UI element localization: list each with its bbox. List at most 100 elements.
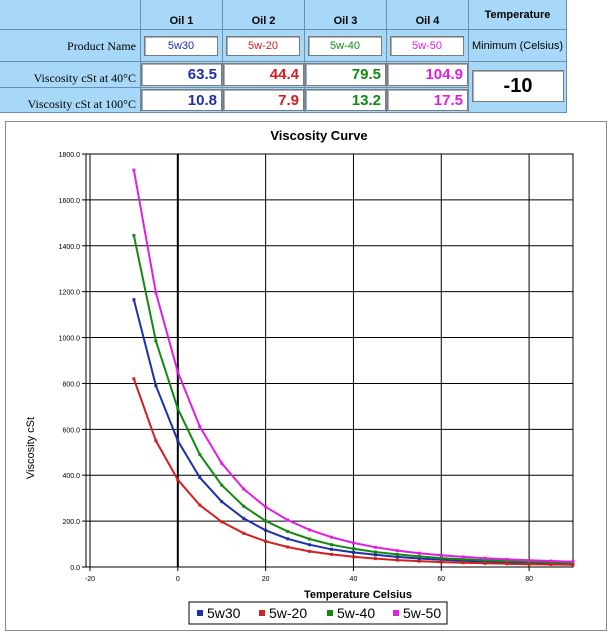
data-point-5w-50 xyxy=(505,557,509,561)
header-oil-1: Oil 1 xyxy=(141,0,223,30)
viscosity-40-input-1[interactable]: 63.5 xyxy=(141,63,222,86)
chart-legend: 5w30 5w-20 5w-40 5w-50 xyxy=(188,601,448,625)
data-point-5w-20 xyxy=(176,478,180,482)
data-point-5w30 xyxy=(286,537,290,541)
data-point-5w-20 xyxy=(286,545,290,549)
data-point-5w30 xyxy=(417,557,421,561)
y-tick-label: 1600.0 xyxy=(59,198,81,205)
data-point-5w-50 xyxy=(198,425,202,429)
data-point-5w-50 xyxy=(154,291,158,295)
data-point-5w-50 xyxy=(571,560,575,564)
x-tick-label: 0 xyxy=(176,576,180,583)
label-viscosity-40: Viscosity cSt at 40°C xyxy=(0,62,141,88)
header-oil-3: Oil 3 xyxy=(305,0,387,30)
data-point-5w30 xyxy=(330,547,333,551)
v40-cell-4: 104.9 xyxy=(387,62,469,88)
legend-label-5w-20: 5w-20 xyxy=(269,605,307,621)
data-point-5w-20 xyxy=(527,562,531,566)
v40-cell-1: 63.5 xyxy=(141,62,223,88)
data-point-5w-50 xyxy=(330,535,333,539)
data-point-5w30 xyxy=(351,550,355,554)
product-name-input-4[interactable]: 5w-50 xyxy=(390,36,464,56)
viscosity-100-input-2[interactable]: 7.9 xyxy=(223,89,304,111)
legend-label-5w-40: 5w-40 xyxy=(337,605,375,621)
viscosity-40-input-4[interactable]: 104.9 xyxy=(387,63,468,86)
data-point-5w30 xyxy=(242,516,246,520)
viscosity-40-input-2[interactable]: 44.4 xyxy=(223,63,304,86)
data-point-5w-20 xyxy=(395,558,399,562)
data-point-5w-20 xyxy=(483,561,487,565)
y-tick-label: 1400.0 xyxy=(59,244,81,251)
y-tick-label: 1200.0 xyxy=(59,290,81,297)
data-point-5w-50 xyxy=(527,558,531,562)
y-tick-label: 200.0 xyxy=(62,519,80,526)
data-point-5w30 xyxy=(373,553,377,557)
plot-frame xyxy=(85,153,574,568)
y-tick-label: 600.0 xyxy=(62,427,80,434)
data-point-5w30 xyxy=(176,439,180,443)
legend-swatch-5w-40 xyxy=(327,610,333,616)
data-point-5w-50 xyxy=(461,555,465,559)
legend-swatch-5w-20 xyxy=(259,610,265,616)
data-point-5w-20 xyxy=(264,539,268,543)
data-point-5w-40 xyxy=(351,547,355,551)
data-point-5w-20 xyxy=(505,562,509,566)
data-point-5w30 xyxy=(395,555,399,559)
data-point-5w-50 xyxy=(549,559,553,563)
data-point-5w-40 xyxy=(154,339,158,343)
data-point-5w-50 xyxy=(286,518,290,522)
data-point-5w-50 xyxy=(395,549,399,553)
viscosity-100-input-1[interactable]: 10.8 xyxy=(141,89,222,111)
viscosity-chart: Viscosity Curve Viscosity cSt Temperatur… xyxy=(25,128,575,625)
data-point-5w30 xyxy=(132,298,136,302)
product-cell-4: 5w-50 xyxy=(387,30,469,62)
data-point-5w-20 xyxy=(308,549,312,553)
legend-swatch-5w-50 xyxy=(393,610,399,616)
data-point-5w-40 xyxy=(286,529,290,533)
minimum-temperature-input[interactable]: -10 xyxy=(472,70,564,102)
product-cell-3: 5w-40 xyxy=(305,30,387,62)
viscosity-100-input-4[interactable]: 17.5 xyxy=(387,89,468,111)
product-name-input-3[interactable]: 5w-40 xyxy=(308,36,382,56)
product-name-input-2[interactable]: 5w-20 xyxy=(226,36,300,56)
data-point-5w-20 xyxy=(461,561,465,565)
data-point-5w-40 xyxy=(242,504,246,508)
data-point-5w-40 xyxy=(417,554,421,558)
data-point-5w-50 xyxy=(242,487,246,491)
data-point-5w-50 xyxy=(132,168,136,172)
data-point-5w30 xyxy=(439,558,443,562)
data-point-5w-50 xyxy=(483,556,487,560)
data-point-5w-20 xyxy=(439,560,443,564)
data-point-5w-20 xyxy=(132,377,136,381)
data-point-5w-50 xyxy=(308,528,312,532)
label-viscosity-100: Viscosity cSt at 100°C xyxy=(0,88,141,113)
data-point-5w30 xyxy=(264,528,268,532)
v100-cell-3: 13.2 xyxy=(305,88,387,113)
data-point-5w-40 xyxy=(198,453,202,457)
data-point-5w-40 xyxy=(308,537,312,541)
data-point-5w-40 xyxy=(505,559,509,563)
header-temperature: Temperature xyxy=(469,0,567,30)
data-point-5w-40 xyxy=(176,407,180,411)
data-point-5w-40 xyxy=(264,519,268,523)
product-cell-2: 5w-20 xyxy=(223,30,305,62)
data-point-5w-50 xyxy=(373,545,377,549)
data-point-5w30 xyxy=(220,500,224,504)
data-point-5w-20 xyxy=(351,555,355,559)
y-tick-label: 400.0 xyxy=(62,473,80,480)
data-point-5w-20 xyxy=(330,552,333,556)
v100-cell-1: 10.8 xyxy=(141,88,223,113)
x-tick-label: -20 xyxy=(85,576,95,583)
viscosity-40-input-3[interactable]: 79.5 xyxy=(305,63,386,86)
data-point-5w30 xyxy=(198,476,202,480)
viscosity-100-input-3[interactable]: 13.2 xyxy=(305,89,386,111)
data-point-5w-20 xyxy=(220,520,224,524)
corner-cell xyxy=(0,0,141,30)
chart-title: Viscosity Curve xyxy=(270,128,367,143)
legend-box xyxy=(188,601,448,625)
data-point-5w-20 xyxy=(198,503,202,507)
data-point-5w-50 xyxy=(176,370,180,374)
header-oil-4: Oil 4 xyxy=(387,0,469,30)
product-name-input-1[interactable]: 5w30 xyxy=(144,36,218,56)
data-point-5w-40 xyxy=(330,543,333,547)
